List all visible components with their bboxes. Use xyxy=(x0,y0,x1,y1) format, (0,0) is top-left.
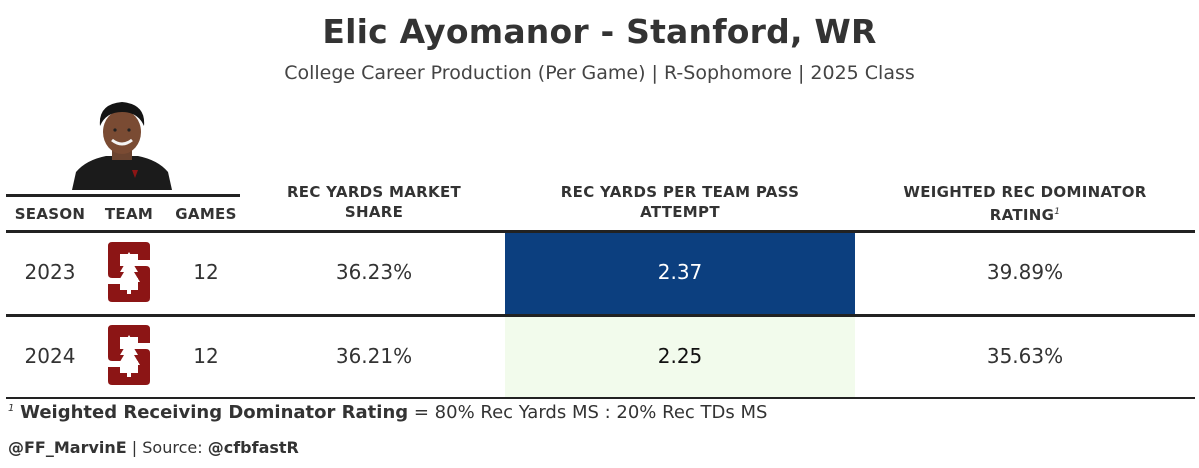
col-season: SEASON xyxy=(14,205,86,223)
credit-line: @FF_MarvinE | Source: @cfbfastR xyxy=(8,438,299,457)
footnote-definition: = 80% Rec Yards MS : 20% Rec TDs MS xyxy=(408,402,768,423)
row1-games: 12 xyxy=(193,260,219,284)
col-market-share-line2: SHARE xyxy=(344,203,404,221)
page-subtitle: College Career Production (Per Game) | R… xyxy=(284,62,915,84)
page-title: Elic Ayomanor - Stanford, WR xyxy=(322,12,877,51)
row1-dominator: 39.89% xyxy=(986,260,1064,284)
col-games: GAMES xyxy=(175,205,237,223)
footnote: 1 Weighted Receiving Dominator Rating = … xyxy=(8,402,767,423)
source-label: | Source: xyxy=(126,438,208,457)
col-yppa-line2: ATTEMPT xyxy=(640,203,720,221)
row2-yppa: 2.25 xyxy=(657,344,703,368)
row1-market-share: 36.23% xyxy=(335,260,413,284)
yppa-highlight-high xyxy=(505,233,855,314)
row2-dominator: 35.63% xyxy=(986,344,1064,368)
col-dominator-line1: WEIGHTED REC DOMINATOR xyxy=(903,183,1147,201)
stanford-logo-icon xyxy=(108,242,150,302)
stanford-logo-icon xyxy=(108,325,150,385)
col-market-share-line1: REC YARDS MARKET xyxy=(286,183,462,201)
row-divider xyxy=(6,314,1195,317)
col-market-share: REC YARDS MARKET SHARE xyxy=(260,182,488,222)
row2-market-share: 36.21% xyxy=(335,344,413,368)
table-bottom-rule xyxy=(6,397,1195,399)
row1-yppa: 2.37 xyxy=(657,260,703,284)
footnote-marker: 1 xyxy=(8,403,15,414)
footnote-term: Weighted Receiving Dominator Rating xyxy=(20,402,409,423)
header-rule xyxy=(6,230,1195,233)
row2-games: 12 xyxy=(193,344,219,368)
col-yppa-line1: REC YARDS PER TEAM PASS xyxy=(560,183,800,201)
col-dominator-line2: RATING xyxy=(989,206,1055,224)
yppa-highlight-low xyxy=(505,317,855,397)
row2-season: 2024 xyxy=(24,344,76,368)
col-yppa: REC YARDS PER TEAM PASS ATTEMPT xyxy=(505,182,855,222)
row1-season: 2023 xyxy=(24,260,76,284)
col-team: TEAM xyxy=(104,205,154,223)
author-handle: @FF_MarvinE xyxy=(8,438,127,457)
source-handle: @cfbfastR xyxy=(207,438,299,457)
header-rule-left xyxy=(6,194,240,197)
col-dominator-note-marker: 1 xyxy=(1054,207,1061,217)
col-dominator: WEIGHTED REC DOMINATOR RATING1 xyxy=(870,182,1180,225)
player-photo xyxy=(72,102,172,190)
